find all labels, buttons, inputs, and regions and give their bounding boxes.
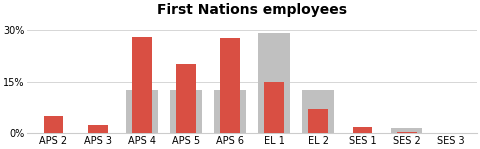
Bar: [396, 132, 417, 134]
Bar: [258, 33, 290, 134]
Bar: [352, 127, 372, 134]
Bar: [170, 90, 202, 134]
Bar: [214, 90, 246, 134]
Bar: [132, 37, 152, 134]
Bar: [391, 128, 422, 134]
Bar: [264, 82, 284, 134]
Bar: [126, 90, 158, 134]
Title: First Nations employees: First Nations employees: [157, 3, 347, 17]
Bar: [220, 38, 240, 134]
Bar: [88, 125, 108, 134]
Bar: [302, 90, 334, 134]
Bar: [309, 109, 328, 134]
Bar: [176, 64, 196, 134]
Bar: [44, 116, 63, 134]
